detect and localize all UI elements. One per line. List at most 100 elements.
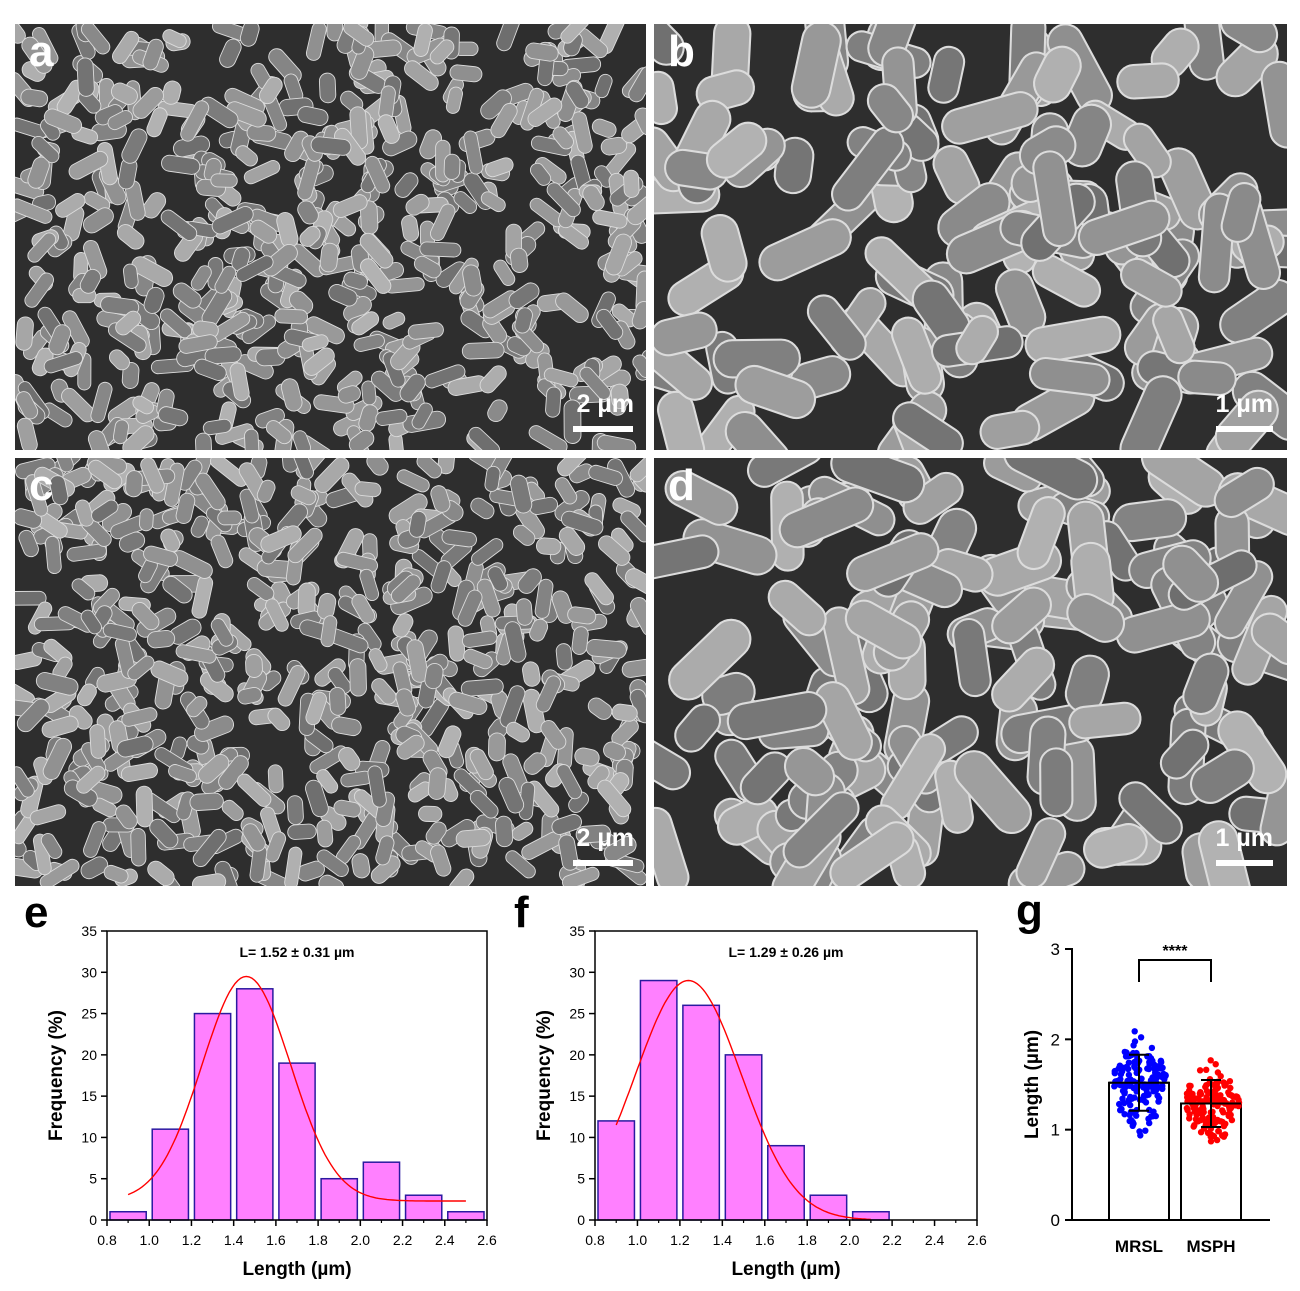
point-MSPH xyxy=(1213,1136,1221,1144)
rod-cell xyxy=(499,685,526,728)
rod-cell xyxy=(87,430,111,450)
rod-cell xyxy=(305,691,327,726)
rod-cell xyxy=(48,324,72,356)
rod-cell xyxy=(490,102,518,139)
ytick-label-e-5: 25 xyxy=(81,1006,97,1022)
rod-cell xyxy=(1028,356,1111,397)
rod-cell xyxy=(328,284,358,307)
rod-cell xyxy=(654,24,685,66)
rod-cell xyxy=(277,665,306,707)
rod-cell xyxy=(424,663,444,690)
rod-cell xyxy=(430,560,452,594)
rod-cell xyxy=(327,667,352,695)
point-MRSL xyxy=(1130,1120,1137,1127)
rod-cell xyxy=(360,258,392,294)
rod-cell xyxy=(555,643,573,671)
rod-cell xyxy=(1159,728,1210,780)
point-MSPH xyxy=(1215,1128,1222,1135)
rod-cell xyxy=(305,24,327,61)
rod-cell xyxy=(130,827,147,867)
rod-cell xyxy=(267,707,291,732)
xtick-label-e-8: 2.4 xyxy=(435,1232,455,1248)
rod-cell xyxy=(844,599,922,660)
rod-cell xyxy=(35,672,79,696)
rod-cell xyxy=(320,615,338,648)
point-MRSL xyxy=(1117,1071,1125,1078)
rod-cell xyxy=(455,828,492,848)
rod-cell xyxy=(396,734,425,760)
bar-f-4 xyxy=(767,1144,805,1221)
ytick-label-f-6: 30 xyxy=(569,964,585,980)
rod-cell xyxy=(605,233,633,276)
xtick-label-e-9: 2.6 xyxy=(477,1232,497,1248)
rod-cell xyxy=(555,292,589,324)
point-MRSL xyxy=(1111,1067,1118,1075)
point-MRSL xyxy=(1111,1083,1118,1090)
rod-cell xyxy=(18,529,39,558)
rod-cell xyxy=(1162,544,1220,603)
rod-cell xyxy=(265,598,289,632)
rod-cell xyxy=(366,458,389,476)
xtick-label-f-4: 1.6 xyxy=(755,1232,775,1248)
rod-cell xyxy=(168,764,197,784)
rod-cell xyxy=(571,626,589,655)
rod-cell xyxy=(217,510,243,526)
rod-cell xyxy=(1116,62,1180,100)
rod-cell xyxy=(1024,315,1122,364)
rod-cell xyxy=(331,716,362,737)
rod-cell xyxy=(445,86,463,114)
rod-cell xyxy=(359,568,380,602)
point-MSPH xyxy=(1213,1091,1220,1099)
rod-cell xyxy=(512,524,536,546)
rod-cell xyxy=(1119,375,1183,450)
rod-cell xyxy=(587,697,613,720)
rod-cell xyxy=(115,804,138,830)
rod-cell xyxy=(71,578,96,601)
ytick-label-g-2: 2 xyxy=(1051,1030,1060,1049)
rod-cell xyxy=(316,769,339,794)
xtick-label-f-6: 2.0 xyxy=(840,1232,860,1248)
point-MSPH xyxy=(1214,1084,1222,1092)
rod-cell xyxy=(242,823,266,852)
rod-cell xyxy=(87,459,123,490)
rod-cell xyxy=(396,469,430,493)
rod-cell xyxy=(892,401,964,450)
rod-cell xyxy=(1033,45,1082,104)
sem-panel-d: d 1 µm xyxy=(654,458,1287,886)
rod-cell xyxy=(551,813,582,835)
rod-cell xyxy=(556,764,583,800)
rod-cell xyxy=(1220,182,1262,243)
point-MRSL xyxy=(1125,1059,1133,1066)
rod-cell xyxy=(160,528,181,553)
rod-cell xyxy=(461,341,505,360)
rod-cell xyxy=(561,866,600,886)
rod-cell xyxy=(626,195,646,226)
rod-cell xyxy=(127,655,155,681)
rod-cell xyxy=(443,153,461,180)
rod-cell xyxy=(411,402,433,430)
point-MSPH xyxy=(1189,1090,1196,1098)
point-MRSL xyxy=(1157,1057,1165,1064)
rod-cell xyxy=(554,477,578,505)
rod-cell xyxy=(262,243,298,277)
rod-cell xyxy=(336,551,379,573)
rod-cell xyxy=(525,42,559,62)
rod-cell xyxy=(521,831,562,860)
rod-cell xyxy=(560,24,590,44)
rod-cell xyxy=(629,458,646,483)
rod-cell xyxy=(408,510,427,538)
bar-e-8 xyxy=(447,1210,485,1221)
rod-cell xyxy=(509,247,529,273)
rod-cell xyxy=(186,695,208,718)
rod-cell xyxy=(592,209,628,229)
xtick-label-f-9: 2.6 xyxy=(967,1232,987,1248)
rod-cell xyxy=(239,24,260,47)
rod-cell xyxy=(120,762,159,782)
bar-e-5 xyxy=(320,1177,359,1221)
point-MSPH xyxy=(1191,1108,1198,1115)
rod-cell xyxy=(579,366,611,401)
rod-cell xyxy=(202,418,232,436)
point-MSPH xyxy=(1220,1122,1228,1130)
rod-cell xyxy=(110,82,138,105)
point-MSPH xyxy=(1221,1131,1229,1138)
